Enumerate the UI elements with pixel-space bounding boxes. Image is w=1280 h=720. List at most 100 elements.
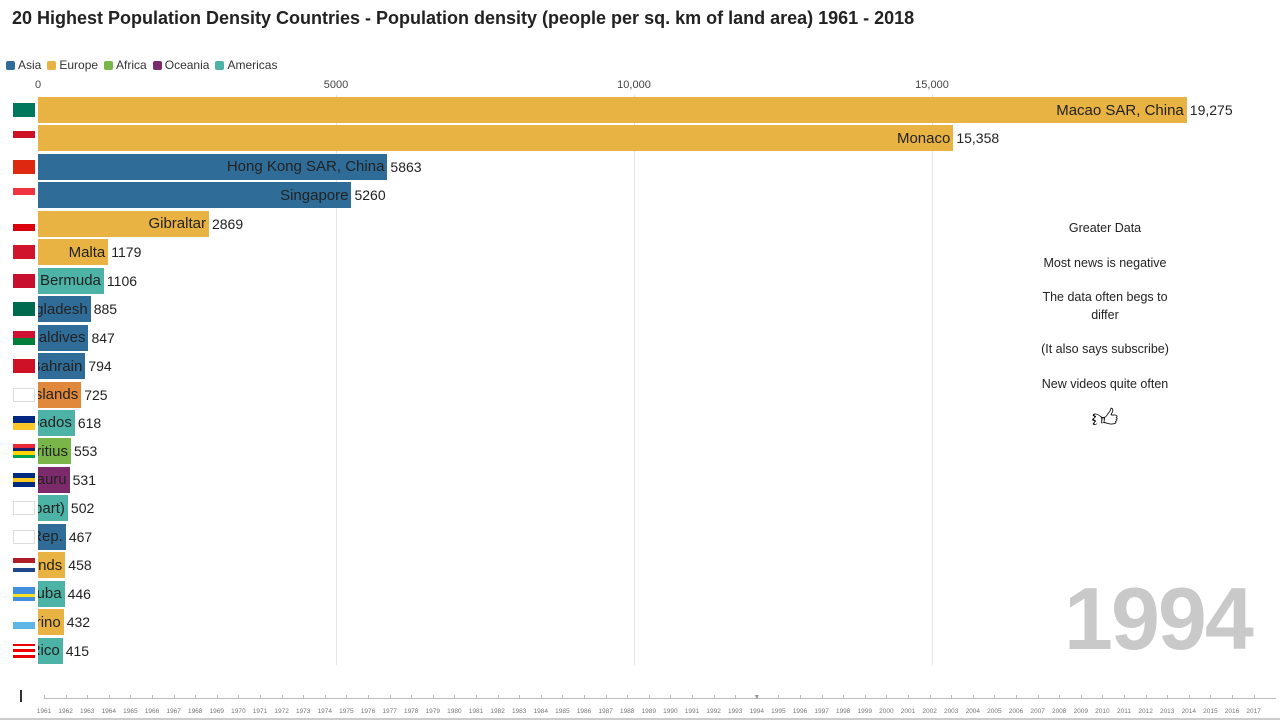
timeline-year-label[interactable]: 1989 xyxy=(641,708,657,715)
timeline-year-label[interactable]: 2008 xyxy=(1051,708,1067,715)
legend-item-europe[interactable]: Europe xyxy=(47,58,98,72)
flag-icon xyxy=(13,529,35,544)
timeline-year-label[interactable]: 2003 xyxy=(943,708,959,715)
timeline-year-label[interactable]: 1983 xyxy=(511,708,527,715)
timeline-year-label[interactable]: 1966 xyxy=(144,708,160,715)
timeline-year-label[interactable]: 1999 xyxy=(857,708,873,715)
timeline-year-label[interactable]: 1969 xyxy=(209,708,225,715)
timeline-year-label[interactable]: 2005 xyxy=(987,708,1002,715)
timeline-tick xyxy=(584,695,585,699)
timeline-year-label[interactable]: 1976 xyxy=(360,708,376,715)
legend-label: Asia xyxy=(18,58,42,72)
timeline-slider[interactable]: 1961 1962 1963 1964 1965 1966 1967 1968 1969 1970… xyxy=(0,680,1280,720)
timeline-year-label[interactable]: 2009 xyxy=(1073,708,1089,715)
timeline-year-label[interactable]: 1963 xyxy=(79,708,95,715)
bar-label: Netherlands xyxy=(38,556,63,574)
x-tick-label: 5000 xyxy=(323,79,349,91)
timeline-year-label[interactable]: 1967 xyxy=(166,708,181,715)
bar-label: Hong Kong SAR, China xyxy=(226,158,385,176)
bar: Mauritius xyxy=(38,438,71,465)
timeline-year-label[interactable]: 1980 xyxy=(447,708,462,715)
timeline-year-label[interactable]: 1982 xyxy=(490,708,505,715)
legend-item-africa[interactable]: Africa xyxy=(104,58,147,72)
timeline-year-label[interactable]: 2016 xyxy=(1224,708,1240,715)
timeline-handle[interactable]: ▼ xyxy=(753,694,761,701)
legend-item-oceania[interactable]: Oceania xyxy=(152,58,210,72)
bar-label: San Marino xyxy=(38,613,61,631)
timeline-year-label[interactable]: 1995 xyxy=(771,708,786,715)
bar-value: 531 xyxy=(72,471,96,488)
legend-label: Oceania xyxy=(164,58,210,72)
legend-item-americas[interactable]: Americas xyxy=(215,58,277,72)
timeline-year-label[interactable]: 2004 xyxy=(965,708,981,715)
timeline-tick xyxy=(87,695,89,699)
timeline-year-label[interactable]: 1973 xyxy=(295,708,311,715)
timeline-year-label[interactable]: 2011 xyxy=(1117,708,1131,715)
timeline-year-label[interactable]: 1970 xyxy=(231,708,246,715)
bar-label: Malta xyxy=(68,243,106,261)
timeline-year-label[interactable]: 1996 xyxy=(792,708,808,715)
timeline-year-label[interactable]: 1975 xyxy=(339,708,354,715)
timeline-tick xyxy=(886,695,888,699)
timeline-year-label[interactable]: 1987 xyxy=(598,708,613,715)
bar: Netherlands xyxy=(38,552,66,579)
bar-label: Nauru xyxy=(38,471,67,489)
timeline-year-label[interactable]: 2000 xyxy=(879,708,894,715)
bar-label: Puerto Rico xyxy=(38,642,60,660)
timeline-year-label[interactable]: 1964 xyxy=(101,708,117,715)
timeline-year-label[interactable]: 1993 xyxy=(727,708,743,715)
timeline-tick xyxy=(389,695,391,699)
timeline-year-label[interactable]: 2014 xyxy=(1181,708,1197,715)
timeline-year-label[interactable]: 2013 xyxy=(1159,708,1175,715)
timeline-year-label[interactable]: 2015 xyxy=(1203,708,1218,715)
side-text: Greater Data xyxy=(1068,221,1142,235)
legend-item-asia[interactable]: Asia xyxy=(6,58,41,72)
timeline-year-label[interactable]: 1962 xyxy=(58,708,73,715)
timeline-year-label[interactable]: 1977 xyxy=(382,708,397,715)
timeline-year-label[interactable]: 1990 xyxy=(663,708,678,715)
side-note: Greater Data Most news is negative The dat… xyxy=(1040,220,1170,431)
timeline-year-label[interactable]: 1981 xyxy=(468,708,484,715)
timeline-tick xyxy=(1167,695,1169,699)
timeline-year-label[interactable]: 1991 xyxy=(684,708,700,715)
bar-label: Monaco xyxy=(896,129,951,147)
timeline-year-label[interactable]: 1978 xyxy=(403,708,419,715)
timeline-year-label[interactable]: 1979 xyxy=(425,708,441,715)
timeline-tick xyxy=(908,695,909,699)
timeline-year-label[interactable]: 2007 xyxy=(1030,708,1045,715)
bar-value: 553 xyxy=(73,443,98,460)
timeline-year-label[interactable]: 2010 xyxy=(1095,708,1110,715)
timeline-year-label[interactable]: 2017 xyxy=(1246,708,1261,715)
timeline-year-label[interactable]: 1971 xyxy=(252,708,268,715)
timeline-year-label[interactable]: 1997 xyxy=(814,708,829,715)
timeline-year-label[interactable]: 2002 xyxy=(922,708,937,715)
flag-icon xyxy=(13,615,35,630)
timeline-year-label[interactable]: 1961 xyxy=(36,708,52,715)
timeline-year-label[interactable]: 1994 xyxy=(749,708,765,715)
timeline-year-label[interactable]: 1974 xyxy=(317,708,333,715)
timeline-tick xyxy=(605,695,607,699)
timeline-track[interactable] xyxy=(44,698,1276,699)
timeline-year-label[interactable]: 1992 xyxy=(706,708,721,715)
timeline-year-label[interactable]: 2001 xyxy=(900,708,916,715)
timeline-year-label[interactable]: 1972 xyxy=(274,708,289,715)
timeline-year-label[interactable]: 2012 xyxy=(1138,708,1153,715)
pause-icon[interactable] xyxy=(20,690,22,702)
timeline-tick xyxy=(951,695,953,699)
chart-title: 20 Highest Population Density Countries … xyxy=(12,8,915,28)
bar: Puerto Rico xyxy=(38,637,63,664)
timeline-year-label[interactable]: 1965 xyxy=(123,708,138,715)
timeline-tick xyxy=(281,695,283,699)
bar-value: 502 xyxy=(70,500,95,517)
timeline-year-label[interactable]: 1984 xyxy=(533,708,549,715)
timeline-year-label[interactable]: 2006 xyxy=(1008,708,1024,715)
timeline-year-label[interactable]: 1988 xyxy=(619,708,635,715)
bar-label: Gibraltar xyxy=(148,215,206,233)
timeline-year-label[interactable]: 1998 xyxy=(835,708,851,715)
timeline-year-label[interactable]: 1986 xyxy=(576,708,592,715)
timeline-year-label[interactable]: 1968 xyxy=(187,708,203,715)
timeline-tick xyxy=(324,695,326,699)
timeline-year-label[interactable]: 1985 xyxy=(555,708,570,715)
flag-icon xyxy=(13,415,35,430)
timeline-tick xyxy=(627,695,629,699)
